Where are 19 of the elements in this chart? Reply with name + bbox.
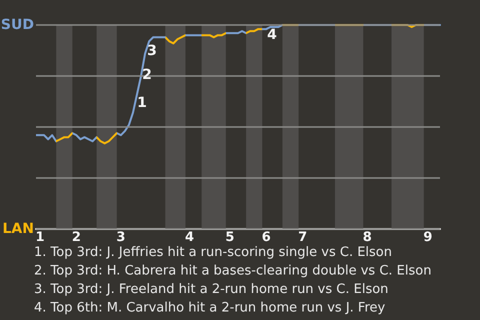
x-tick-label: 7 [298, 230, 308, 245]
annotation: 3 [147, 43, 157, 59]
text: 4. Top 6th: M. Carvalho hit a 2-run home run vs J. Frey [34, 300, 386, 316]
ref-line-label: SUD [0, 17, 34, 33]
text: 2. Top 3rd: H. Cabrera hit a bases-clearing double vs C. Elson [34, 264, 432, 278]
text: 3. Top 3rd: J. Freeland hit a 2-run home run vs C. Elson [34, 282, 388, 297]
x-tick-label: 3 [116, 230, 126, 245]
x-tick-label: 4 [184, 230, 194, 245]
x-tick-label: 6 [262, 230, 271, 245]
x-tick-label: 1 [36, 230, 45, 245]
x-tick-label: 9 [423, 230, 432, 245]
annotation: 2 [142, 67, 152, 83]
x-tick-label: 5 [225, 230, 234, 245]
x-tick-label: 8 [362, 230, 372, 245]
ref-line-label: LAN [2, 221, 34, 237]
text: 1. Top 3rd: J. Jeffries hit a run-scoring single vs C. Elson [34, 245, 392, 260]
annotation: 4 [267, 27, 278, 43]
x-tick-label: 2 [72, 230, 81, 245]
annotation: 1 [137, 95, 147, 111]
